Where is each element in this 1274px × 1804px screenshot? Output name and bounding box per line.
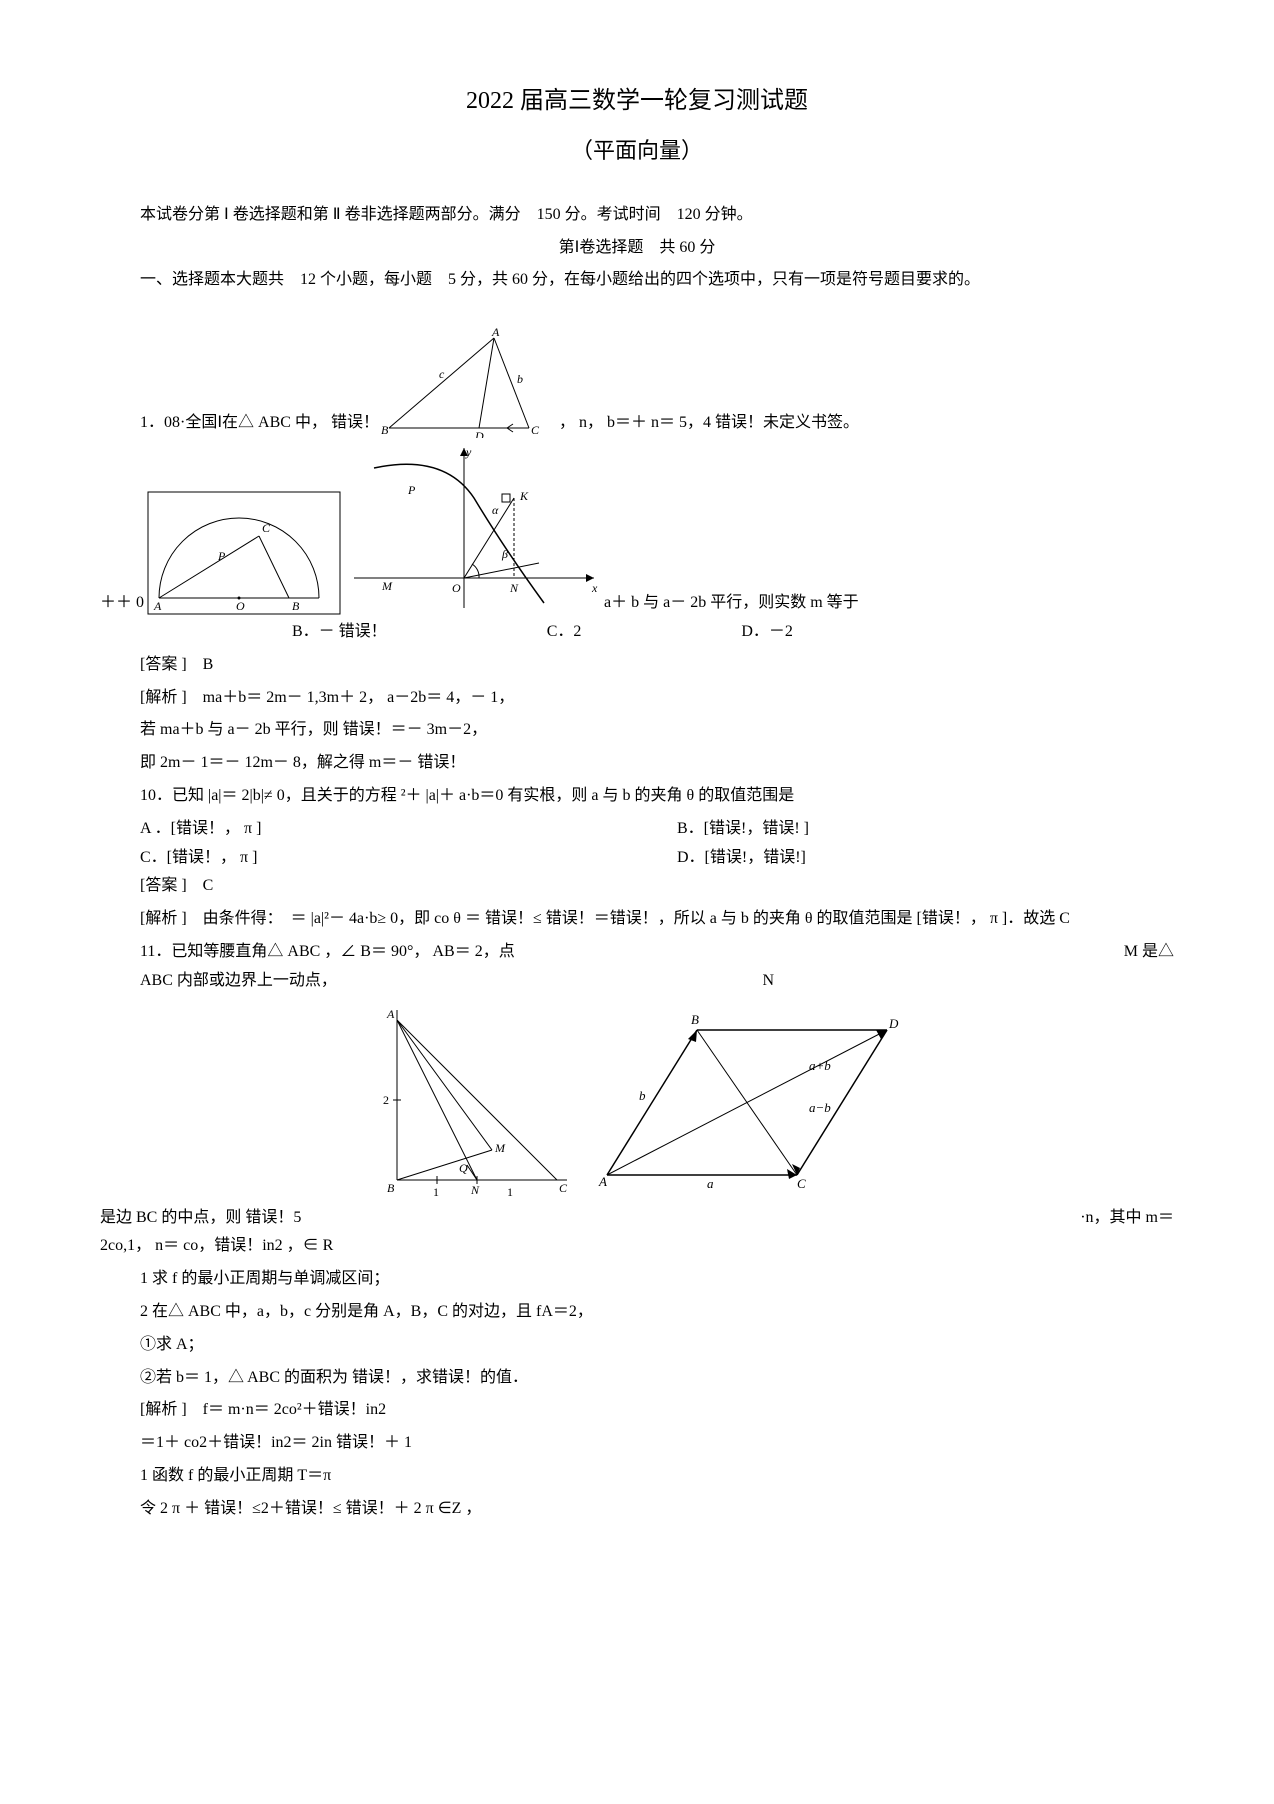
section-1-heading: 一、选择题本大题共 12 个小题，每小题 5 分，共 60 分，在每小题给出的四… [100, 266, 1174, 295]
svg-text:a−b: a−b [809, 1100, 831, 1115]
svg-text:A: A [491, 328, 500, 339]
svg-text:a: a [707, 1176, 714, 1191]
q10-text: 10．已知 |a|＝ 2|b|≠ 0，且关于的方程 ²＋ |a|＋ a·b＝0 … [100, 782, 1174, 811]
svg-text:C: C [531, 423, 540, 437]
q11-line1: 11．已知等腰直角△ ABC ，∠ B＝ 90°， AB＝ 2，点 M 是△ [100, 938, 1174, 967]
q1-options: B．－ 错误！ C．2 D．－2 [100, 618, 1174, 647]
option-b: B．－ 错误！ [196, 618, 387, 647]
svg-text:P: P [407, 483, 416, 497]
q11-figures: A B C N M Q 2 1 1 A B C D a b a+b a−b [100, 1000, 1174, 1200]
page-title: 2022 届高三数学一轮复习测试题 [100, 80, 1174, 123]
q10-options-row2: C．[错误！， π ] D．[错误!，错误!] [100, 844, 1174, 873]
q10-option-d: D．[错误!，错误!] [637, 844, 1174, 873]
svg-text:y: y [465, 445, 472, 459]
svg-text:x: x [591, 581, 598, 595]
intro-line-2: 第Ⅰ卷选择题 共 60 分 [100, 234, 1174, 263]
svg-text:b: b [639, 1088, 646, 1103]
svg-text:P: P [217, 549, 226, 563]
q11-line1-right: M 是△ [1124, 938, 1174, 967]
svg-text:O: O [236, 599, 245, 613]
svg-text:N: N [470, 1183, 480, 1197]
svg-text:B: B [381, 423, 389, 437]
q10-analysis: [解析 ] 由条件得： ＝ |a|²－ 4a·b≥ 0，即 co θ ＝ 错误！… [100, 905, 1174, 934]
svg-text:A: A [386, 1007, 395, 1021]
svg-text:M: M [381, 579, 393, 593]
svg-text:N: N [509, 581, 519, 595]
svg-text:B: B [387, 1181, 395, 1195]
svg-text:2: 2 [383, 1093, 389, 1107]
q1-answer: [答案 ] B [100, 651, 1174, 680]
coordinate-figure: y x O M N P K α β [344, 438, 604, 618]
q1-text-before: 1．08·全国Ⅰ在△ ABC 中， 错误！ [100, 409, 379, 438]
q1-analysis-1: [解析 ] ma＋b＝ 2m－ 1,3m＋ 2， a－2b＝ 4，－ 1， [100, 684, 1174, 713]
svg-text:C: C [559, 1181, 568, 1195]
q11-after-item4: ②若 b＝ 1，△ ABC 的面积为 错误！，求错误！的值． [100, 1364, 1174, 1393]
svg-text:M: M [494, 1141, 506, 1155]
parallelogram-figure: A B C D a b a+b a−b [587, 1000, 907, 1200]
svg-text:B: B [292, 599, 300, 613]
q11-after-item3: ①求 A； [100, 1331, 1174, 1360]
q10-option-c: C．[错误！， π ] [100, 844, 637, 873]
triangle-figure-1: A B C D c b [379, 328, 559, 438]
q1-continued-row: ＋＋ 0 A O B C P y x O M N P K α β a＋ b 与 … [100, 438, 1174, 618]
q11-after-line1: 是边 BC 的中点，则 错误！5 ·n，其中 m＝ [100, 1204, 1174, 1233]
intro-line-1: 本试卷分第 Ⅰ 卷选择题和第 Ⅱ 卷非选择题两部分。满分 150 分。考试时间 … [100, 201, 1174, 230]
svg-text:O: O [452, 581, 461, 595]
svg-text:c: c [439, 367, 445, 381]
q1-continued-before: ＋＋ 0 [100, 589, 144, 618]
svg-text:α: α [492, 503, 499, 517]
q10-option-a: A ．[错误！， π ] [100, 815, 637, 844]
option-c: C．2 [451, 618, 582, 647]
svg-text:1: 1 [433, 1185, 439, 1199]
q11-line2: ABC 内部或边界上一动点， N [100, 967, 1174, 996]
q11-line2-right: N [762, 967, 774, 996]
q11-after-line1-right: ·n，其中 m＝ [1080, 1204, 1174, 1233]
q1-text-after: ， n， b＝＋ n＝ 5，4 错误！未定义书签。 [559, 409, 859, 438]
q1-analysis-3: 即 2m－ 1＝－ 12m－ 8，解之得 m＝－ 错误！ [100, 749, 1174, 778]
svg-text:K: K [519, 489, 529, 503]
svg-text:Q: Q [459, 1161, 468, 1175]
q11-line2-left: ABC 内部或边界上一动点， [100, 967, 337, 996]
q10-answer: [答案 ] C [100, 872, 1174, 901]
svg-text:C: C [797, 1176, 806, 1191]
option-d: D．－2 [645, 618, 793, 647]
svg-text:B: B [691, 1012, 699, 1027]
q11-after-line1-left: 是边 BC 的中点，则 错误！5 [100, 1204, 301, 1233]
q11-after-line2: 2co,1， n＝ co，错误！in2 ，∈ R [100, 1232, 1174, 1261]
q11-after-item1: 1 求 f 的最小正周期与单调减区间； [100, 1265, 1174, 1294]
svg-text:b: b [517, 372, 523, 386]
svg-text:D: D [474, 429, 484, 438]
q11-after-item2: 2 在△ ABC 中，a，b，c 分别是角 A，B，C 的对边，且 fA＝2， [100, 1298, 1174, 1327]
svg-text:β: β [501, 547, 508, 561]
q10-options-row1: A ．[错误！， π ] B．[错误!，错误! ] [100, 815, 1174, 844]
svg-text:D: D [888, 1016, 899, 1031]
svg-text:1: 1 [507, 1185, 513, 1199]
svg-text:C: C [262, 521, 271, 535]
svg-text:a+b: a+b [809, 1058, 831, 1073]
q1-row: 1．08·全国Ⅰ在△ ABC 中， 错误！ A B C D c b ， n， b… [100, 328, 1174, 438]
q11-after-step3: 令 2 π ＋ 错误！≤2＋错误！≤ 错误！＋ 2 π ∈Z ， [100, 1495, 1174, 1524]
svg-text:A: A [153, 599, 162, 613]
q11-after-analysis: [解析 ] f＝ m·n＝ 2co²＋错误！in2 [100, 1396, 1174, 1425]
q11-line1-left: 11．已知等腰直角△ ABC ，∠ B＝ 90°， AB＝ 2，点 [100, 938, 515, 967]
q10-option-b: B．[错误!，错误! ] [637, 815, 1174, 844]
q1-analysis-2: 若 ma＋b 与 a－ 2b 平行，则 错误！＝－ 3m－2， [100, 716, 1174, 745]
page-subtitle: （平面向量） [100, 131, 1174, 171]
semicircle-figure: A O B C P [144, 488, 344, 618]
triangle-grid-figure: A B C N M Q 2 1 1 [367, 1000, 587, 1200]
q11-after-step1: ＝1＋ co2＋错误！in2＝ 2in 错误！＋ 1 [100, 1429, 1174, 1458]
q1-continued-after: a＋ b 与 a－ 2b 平行，则实数 m 等于 [604, 589, 859, 618]
q11-after-step2: 1 函数 f 的最小正周期 T＝π [100, 1462, 1174, 1491]
svg-text:A: A [598, 1174, 607, 1189]
